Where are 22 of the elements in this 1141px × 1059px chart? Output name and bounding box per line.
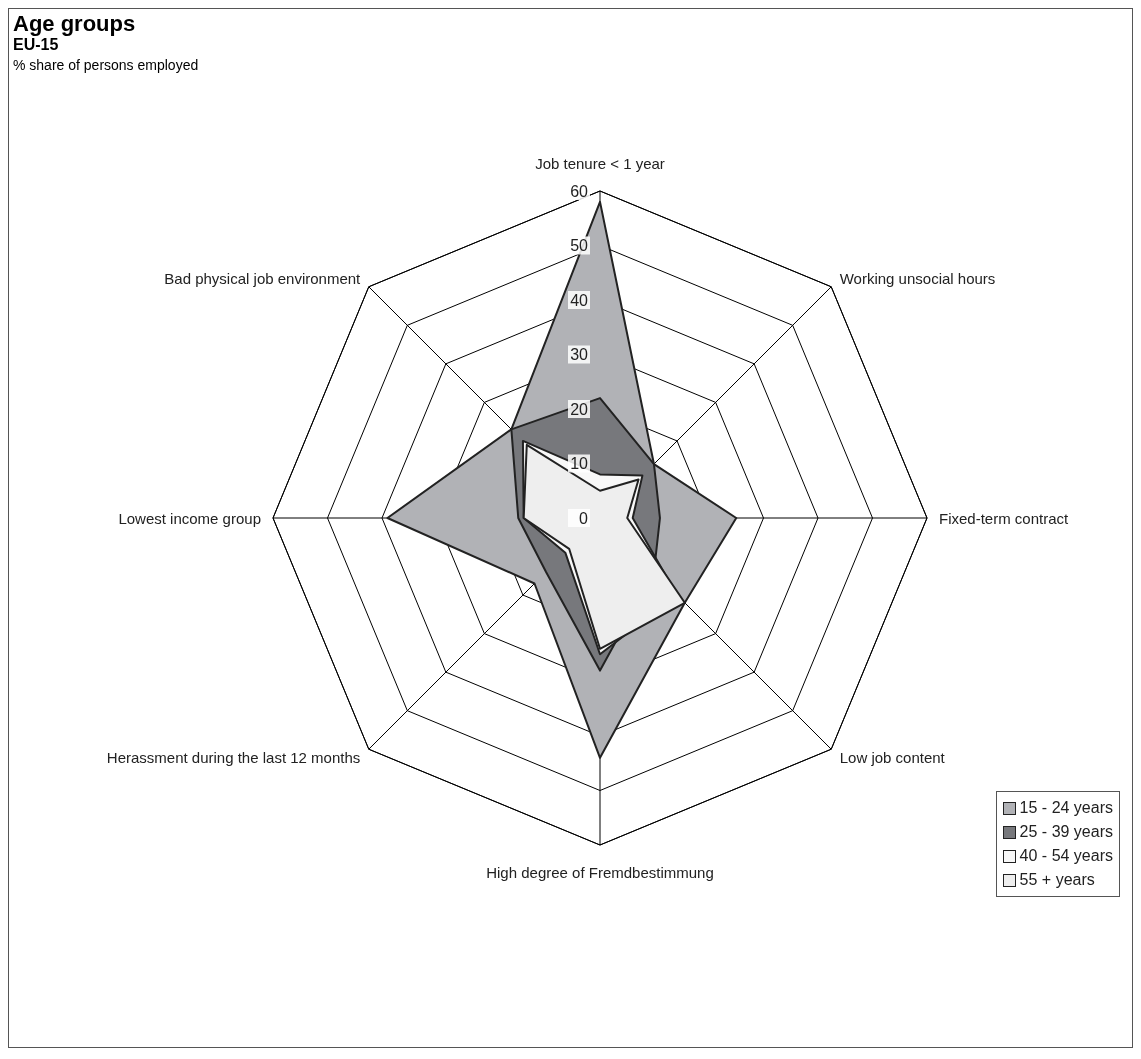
y-tick-label: 40 [570, 291, 589, 309]
chart-title: Age groups [13, 11, 136, 37]
y-tick-label: 0 [579, 509, 589, 527]
spoke-label: Low job content [839, 749, 946, 767]
legend-label: 55 + years [1019, 870, 1095, 890]
spoke-label: Working unsocial hours [839, 269, 996, 287]
spoke-label: Job tenure < 1 year [535, 155, 665, 172]
legend-label: 15 - 24 years [1019, 798, 1113, 818]
y-tick-label: 30 [570, 346, 589, 363]
spoke-label: High degree of Fremdbestimmung [486, 864, 714, 882]
y-tick-label: 50 [570, 237, 589, 254]
legend-label: 25 - 39 years [1019, 822, 1113, 842]
legend-label: 40 - 54 years [1019, 846, 1113, 866]
spoke-label: Herassment during the last 12 months [106, 749, 361, 767]
y-tick-label: 10 [570, 455, 589, 472]
text: % share of persons employed [13, 57, 199, 73]
spoke-label: Lowest income group [118, 509, 261, 527]
chart-subtitle: EU-15 [13, 36, 59, 54]
spoke-label: Fixed-term contract [939, 509, 1070, 527]
y-tick-label: 20 [570, 400, 589, 418]
spoke-label: Bad physical job environment [164, 269, 362, 287]
y-tick-label: 60 [570, 182, 589, 200]
